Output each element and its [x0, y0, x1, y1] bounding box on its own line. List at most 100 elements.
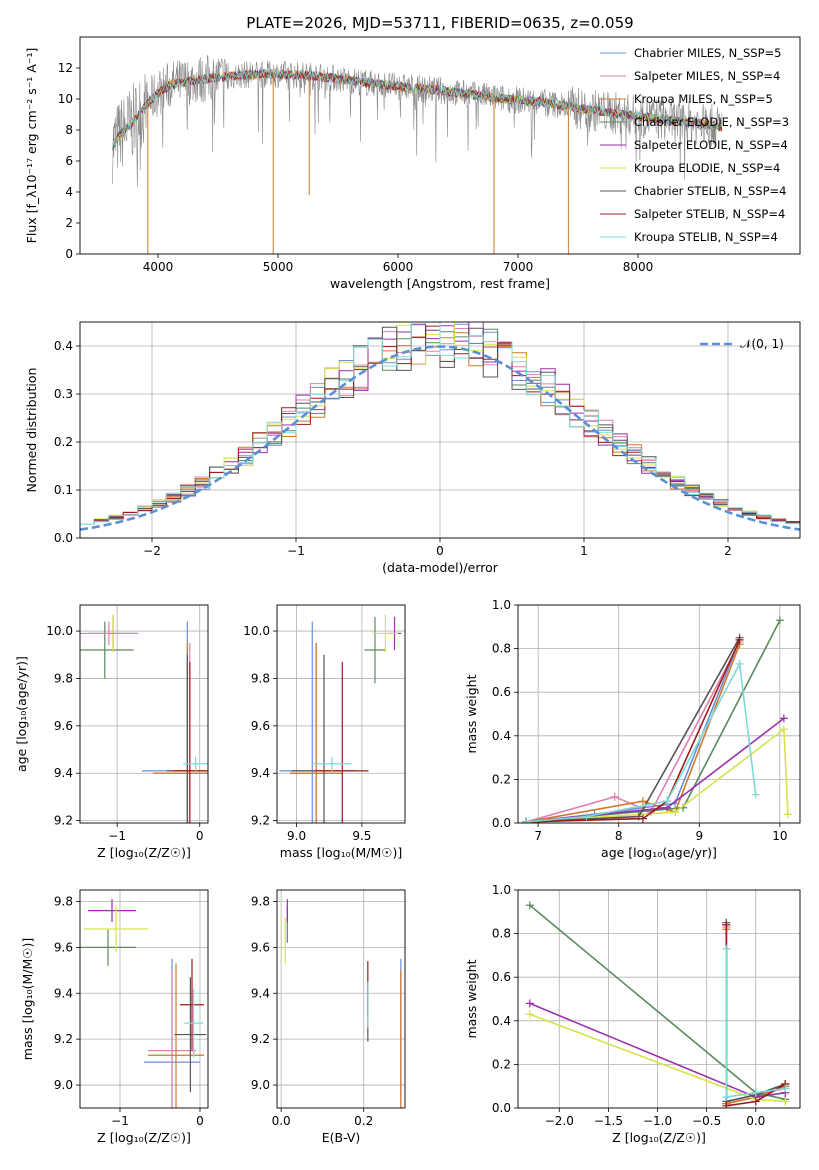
plot-area	[279, 614, 402, 823]
data-marker	[722, 944, 731, 953]
panel-residuals: −2 −1 0 1 2 0.0 0.1 0.2 0.3 0.4 (data-model)/error…	[24, 321, 801, 575]
data-marker	[522, 817, 531, 823]
x-tick-label: 9.0	[287, 829, 306, 843]
plot-area	[522, 616, 792, 823]
y-axis-label: Flux [f_λ10⁻¹⁷ erg cm⁻² s⁻¹ A⁻¹]	[24, 48, 39, 244]
y-tick-label: 0.4	[492, 1014, 511, 1028]
y-tick-label: 0.0	[54, 531, 73, 545]
x-axis-label: Z [log₁₀(Z/Z☉)]	[97, 845, 191, 860]
x-tick-label: 1	[580, 544, 588, 558]
axes-frame	[79, 604, 209, 824]
data-marker	[751, 1088, 760, 1097]
x-tick-label: 2	[724, 544, 732, 558]
x-axis-label: Z [log₁₀(Z/Z☉)]	[612, 1130, 706, 1145]
y-tick-label: 0.2	[54, 435, 73, 449]
y-tick-label: 8	[65, 123, 73, 137]
errorbar-point	[290, 642, 343, 823]
plot-area	[80, 614, 208, 823]
figure-title: PLATE=2026, MJD=53711, FIBERID=0635, z=0…	[246, 14, 633, 32]
y-tick-label: 9.6	[54, 719, 73, 733]
data-marker	[610, 792, 619, 801]
y-tick-label: 0.4	[492, 729, 511, 743]
x-tick-label: 0	[196, 1114, 204, 1128]
data-marker	[779, 725, 788, 734]
x-tick-label: 9	[695, 829, 703, 843]
axes-frame	[517, 604, 801, 824]
data-marker	[751, 1097, 760, 1106]
model-spectrum-line	[112, 68, 723, 151]
panel-age_vs_Z: −1 0 9.2 9.4 9.6 9.8 10.0 Z [log₁₀(Z/Z☉)] age [l…	[14, 604, 209, 860]
plot-area	[112, 55, 723, 254]
x-tick-label: 7	[534, 829, 542, 843]
data-marker	[663, 797, 672, 806]
x-axis-label: wavelength [Angstrom, rest frame]	[330, 276, 550, 291]
legend-label: Salpeter MILES, N_SSP=4	[634, 69, 780, 83]
axes-frame	[79, 36, 801, 255]
data-marker	[722, 920, 731, 929]
x-axis-label: Z [log₁₀(Z/Z☉)]	[97, 1130, 191, 1145]
data-marker	[638, 797, 647, 806]
x-tick-label: 0.2	[354, 1114, 373, 1128]
errorbar-point	[174, 977, 207, 1092]
axes-frame	[276, 889, 406, 1109]
legend-label: Kroupa MILES, N_SSP=5	[634, 92, 773, 106]
y-tick-label: 1.0	[492, 883, 511, 897]
data-marker	[525, 1010, 534, 1019]
plot-area	[80, 899, 207, 1108]
data-marker	[735, 659, 744, 668]
axes-frame	[79, 321, 801, 539]
data-marker	[638, 814, 647, 823]
y-tick-label: 9.8	[251, 671, 270, 685]
y-tick-label: 6	[65, 154, 73, 168]
y-tick-label: 9.4	[54, 766, 73, 780]
errorbar-point	[80, 929, 136, 966]
y-tick-label: 9.0	[251, 1078, 270, 1092]
x-tick-label: 0	[436, 544, 444, 558]
y-tick-label: 0.4	[54, 339, 73, 353]
errorbar-point	[148, 963, 204, 1108]
data-marker	[783, 810, 792, 819]
y-tick-label: 9.4	[54, 986, 73, 1000]
y-tick-label: 9.4	[251, 766, 270, 780]
y-tick-label: 9.8	[54, 894, 73, 908]
x-tick-label: 0	[196, 829, 204, 843]
data-marker	[671, 808, 680, 817]
data-marker	[525, 901, 534, 910]
legend-label: Chabrier ELODIE, N_SSP=3	[634, 115, 789, 129]
axes-frame	[517, 889, 801, 1109]
x-tick-label: −1.0	[643, 1114, 672, 1128]
errorbar-point	[80, 621, 134, 679]
normal-curve	[80, 345, 800, 531]
y-tick-label: 9.2	[251, 814, 270, 828]
x-tick-label: 5000	[263, 260, 294, 274]
y-tick-label: 0.6	[492, 970, 511, 984]
y-tick-label: 0.3	[54, 387, 73, 401]
y-tick-label: 9.4	[251, 986, 270, 1000]
errorbar-point	[84, 906, 148, 952]
y-tick-label: 0	[65, 247, 73, 261]
y-tick-label: 1.0	[492, 598, 511, 612]
plot-area	[284, 899, 402, 1108]
series-line	[526, 639, 741, 823]
panel-weight_vs_age: 7 8 9 10 0.0 0.2 0.4 0.6 0.8 1.0 age [log₁₀(age/yr…	[464, 598, 801, 860]
data-marker	[582, 812, 591, 821]
data-marker	[525, 999, 534, 1008]
legend-label: Kroupa ELODIE, N_SSP=4	[634, 161, 780, 175]
data-marker	[775, 616, 784, 625]
legend-label: Chabrier MILES, N_SSP=5	[634, 46, 781, 60]
x-tick-label: −1.5	[594, 1114, 623, 1128]
legend-label: Kroupa STELIB, N_SSP=4	[634, 230, 778, 244]
y-axis-label: Normed distribution	[24, 368, 39, 493]
errorbar-point	[312, 756, 352, 771]
x-tick-label: 0.0	[746, 1114, 765, 1128]
legend: Chabrier MILES, N_SSP=5 Salpeter MILES, N…	[600, 46, 789, 244]
y-tick-label: 9.0	[54, 1078, 73, 1092]
legend-label: 𝒩(0, 1)	[740, 337, 784, 351]
data-marker	[722, 1101, 731, 1108]
errorbar-point	[180, 958, 204, 1051]
x-tick-label: 6000	[383, 260, 414, 274]
y-tick-label: 0.0	[492, 1101, 511, 1115]
x-axis-label: age [log₁₀(age/yr)]	[601, 845, 717, 860]
panel-age_vs_mass: 9.0 9.5 9.2 9.4 9.6 9.8 10.0 mass [log₁₀(M/M☉)]	[243, 604, 406, 860]
